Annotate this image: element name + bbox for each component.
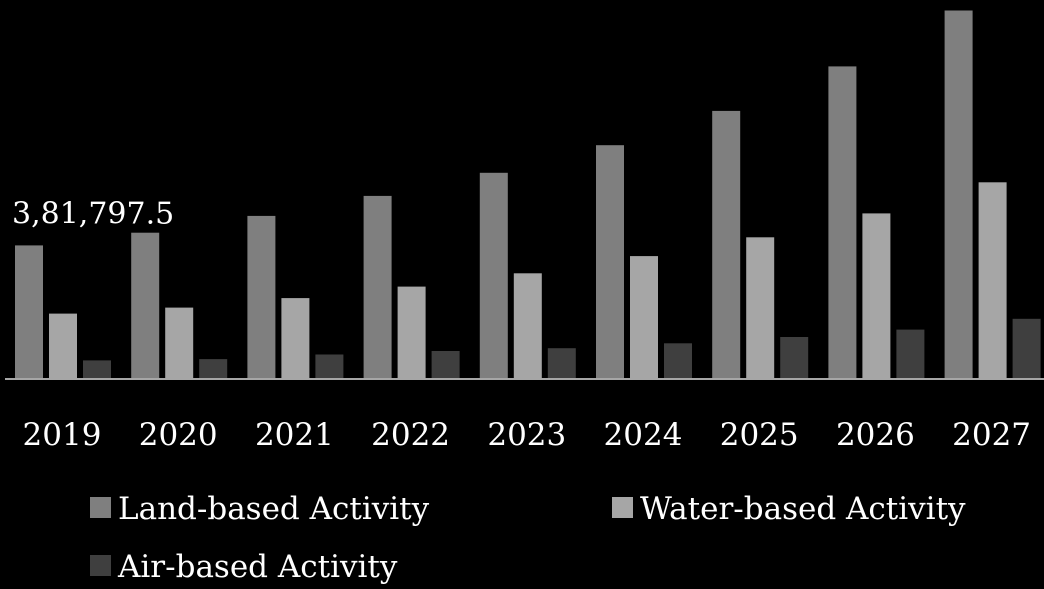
bar-air-based-activity-2022 [431,351,460,379]
bar-water-based-activity-2026 [862,213,891,379]
bar-land-based-activity-2021 [247,215,276,379]
legend-swatch [612,497,633,518]
x-tick-label: 2020 [139,417,218,453]
x-tick-label: 2021 [255,417,334,453]
x-tick-label: 2024 [604,417,683,453]
x-tick-label: 2022 [371,417,450,453]
bar-land-based-activity-2024 [596,145,624,379]
x-tick-label: 2027 [952,417,1031,453]
bar-water-based-activity-2021 [281,298,310,379]
bar-air-based-activity-2023 [547,348,576,379]
bar-air-based-activity-2021 [315,354,344,379]
data-labels: 3,81,797.5 [12,196,174,231]
bar-air-based-activity-2027 [1012,318,1041,379]
bar-land-based-activity-2022 [363,195,392,379]
bar-water-based-activity-2024 [630,256,658,379]
bar-water-based-activity-2020 [165,307,194,379]
bar-water-based-activity-2019 [49,313,77,380]
bar-land-based-activity-2020 [131,232,160,379]
x-tick-label: 2026 [836,417,915,453]
bar-water-based-activity-2025 [746,237,775,380]
bars-group [15,10,1041,380]
legend-label: Air-based Activity [117,549,398,585]
legend-swatch [90,555,111,576]
bar-land-based-activity-2023 [479,172,508,379]
bar-land-based-activity-2025 [712,110,741,380]
bar-land-based-activity-2027 [944,10,973,379]
bar-land-based-activity-2026 [828,66,857,380]
legend-swatch [90,497,111,518]
bar-water-based-activity-2022 [397,286,426,379]
bar-water-based-activity-2023 [513,273,542,379]
x-tick-label: 2019 [23,417,102,453]
bar-air-based-activity-2019 [83,360,111,379]
legend: Land-based Activity Water-based Activity A… [90,491,966,585]
bar-air-based-activity-2025 [780,337,809,379]
bar-water-based-activity-2027 [978,182,1007,379]
x-tick-label: 2023 [487,417,566,453]
bar-air-based-activity-2026 [896,329,925,379]
data-label: 3,81,797.5 [12,196,174,231]
bar-air-based-activity-2020 [199,359,228,379]
bar-land-based-activity-2019 [15,245,43,379]
legend-label: Land-based Activity [118,491,430,527]
x-tick-labels: 2019 2020 2021 2022 2023 2024 2025 2026 2027 [23,417,1032,453]
x-tick-label: 2025 [720,417,799,453]
legend-label: Water-based Activity [640,491,966,527]
bar-air-based-activity-2024 [664,343,692,379]
